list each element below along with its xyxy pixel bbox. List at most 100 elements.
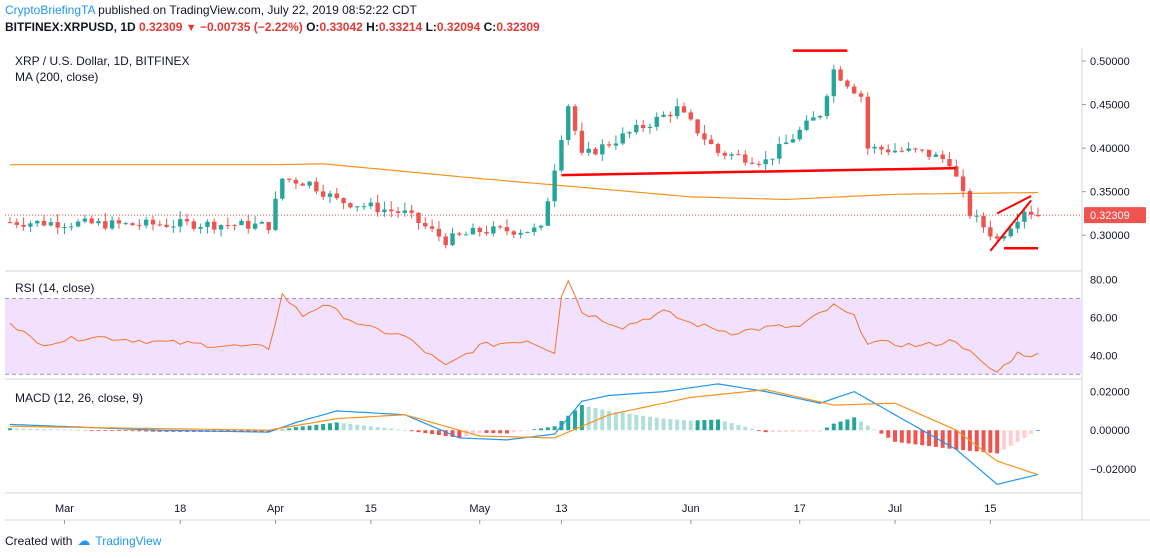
macd-histogram-bar	[688, 420, 693, 431]
candle-body	[525, 231, 530, 233]
time-tick-label: May	[469, 503, 490, 515]
candle-body	[845, 80, 850, 87]
candle-body	[538, 225, 544, 228]
candle-body	[879, 146, 884, 150]
candle-body	[246, 220, 251, 229]
time-tick-label: 13	[555, 503, 567, 515]
price-pane-title: XRP / U.S. Dollar, 1D, BITFINEX	[15, 54, 190, 68]
macd-histogram-bar	[586, 406, 591, 431]
macd-histogram-bar	[382, 427, 387, 431]
candle-body	[606, 144, 612, 146]
candle-body	[640, 124, 646, 129]
candle-body	[532, 227, 537, 232]
rsi-tick-label: 40.00	[1090, 350, 1118, 362]
macd-histogram-bar	[35, 428, 40, 431]
macd-histogram-bar	[552, 426, 557, 431]
candle-body	[157, 224, 162, 226]
candle-body	[668, 114, 673, 117]
macd-histogram-bar	[668, 419, 673, 431]
macd-histogram-bar	[722, 421, 727, 431]
low-label: L:	[425, 20, 437, 34]
candle-body	[171, 226, 176, 228]
macd-histogram-bar	[852, 417, 857, 431]
macd-histogram-bar	[171, 430, 176, 432]
candle-body	[7, 222, 13, 224]
candle-body	[286, 178, 292, 180]
macd-histogram-bar	[144, 430, 149, 432]
macd-line	[9, 383, 1039, 485]
candle-body	[463, 234, 469, 236]
ma200-line	[10, 163, 1039, 201]
candle-body	[218, 225, 224, 230]
price-tick-label: 0.30000	[1090, 230, 1130, 242]
time-tick-label: 15	[365, 503, 377, 515]
candle-body	[872, 146, 877, 149]
chart-canvas[interactable]: XRP / U.S. Dollar, 1D, BITFINEX MA (200, …	[0, 0, 1150, 530]
candle-body	[777, 144, 782, 159]
macd-histogram-bar	[784, 430, 789, 432]
macd-histogram-bar	[396, 429, 401, 431]
candle-body	[130, 223, 135, 226]
candle-body	[858, 93, 864, 97]
macd-histogram-bar	[709, 419, 714, 431]
candle-body	[259, 221, 265, 224]
macd-histogram-bar	[1029, 430, 1034, 435]
macd-histogram-bar	[246, 430, 251, 433]
candle-body	[300, 183, 305, 186]
candle-body	[886, 149, 891, 153]
candle-body	[293, 179, 299, 184]
candle-body	[416, 212, 421, 224]
tradingview-link[interactable]: TradingView	[95, 534, 162, 548]
macd-histogram-bar	[491, 430, 496, 434]
candle-body	[382, 209, 387, 213]
time-tick-label: 15	[984, 503, 996, 515]
macd-histogram-bar	[736, 424, 741, 431]
rsi-tick-label: 80.00	[1090, 275, 1118, 287]
macd-histogram-bar	[423, 430, 428, 434]
macd-histogram-bar	[110, 430, 115, 432]
macd-histogram-bar	[436, 430, 441, 436]
macd-histogram-bar	[76, 429, 81, 431]
macd-histogram-bar	[750, 428, 755, 431]
candle-body	[409, 210, 414, 213]
macd-histogram-bar	[579, 405, 584, 431]
candle-body	[69, 226, 74, 228]
macd-histogram-bar	[824, 427, 829, 431]
macd-histogram-bar	[402, 430, 407, 432]
candle-body	[1001, 236, 1007, 239]
rsi-line	[9, 279, 1039, 373]
time-tick-label: 18	[174, 503, 186, 515]
macd-histogram-bar	[300, 426, 305, 431]
candle-body	[566, 106, 571, 140]
candle-body	[743, 154, 748, 163]
candle-body	[593, 148, 598, 155]
ohlc-line: BITFINEX:XRPUSD, 1D 0.32309 ▼ −0.00735 (…	[5, 20, 540, 34]
candle-body	[892, 150, 898, 153]
macd-histogram-bar	[838, 421, 843, 431]
macd-histogram-bar	[430, 430, 435, 435]
macd-histogram-bar	[375, 427, 380, 431]
candle-body	[334, 193, 339, 199]
author-link[interactable]: CryptoBriefingTA	[5, 3, 95, 17]
macd-histogram-bar	[702, 420, 707, 431]
candle-body	[790, 139, 796, 143]
candle-body	[756, 163, 762, 165]
macd-histogram-bar	[477, 430, 482, 433]
candle-body	[749, 162, 755, 164]
candle-body	[355, 206, 360, 208]
candle-body	[967, 191, 973, 217]
macd-histogram-bar	[116, 430, 121, 432]
candle-body	[913, 148, 918, 150]
macd-histogram-bar	[470, 430, 475, 435]
candle-body	[96, 221, 101, 224]
candle-body	[797, 129, 802, 140]
macd-histogram-bar	[811, 430, 816, 432]
candle-body	[715, 144, 721, 153]
macd-histogram-bar	[961, 430, 966, 451]
candle-body	[504, 227, 510, 232]
macd-histogram-bar	[327, 423, 332, 431]
macd-histogram-bar	[21, 428, 26, 431]
macd-histogram-bar	[103, 430, 108, 432]
candle-body	[647, 126, 653, 129]
candle-body	[838, 69, 843, 81]
